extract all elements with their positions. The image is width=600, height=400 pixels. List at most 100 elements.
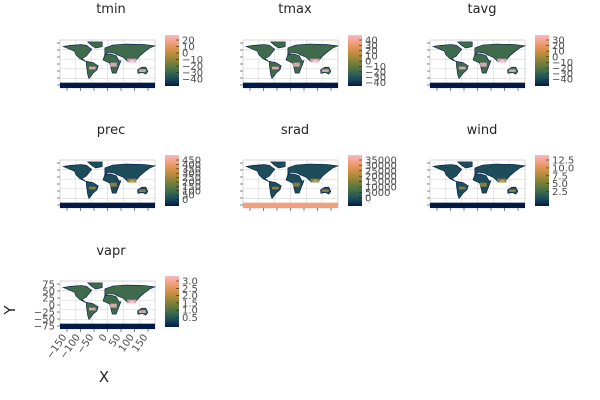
- colorbar-tick-label: −20: [552, 64, 573, 75]
- colorbar-tick-label: 400: [182, 160, 201, 171]
- colorbar-tick-label: 35000: [365, 156, 397, 167]
- panel-title-tavg: tavg: [467, 2, 496, 17]
- colorbar-tick-label: −20: [365, 67, 386, 78]
- land-mass: [269, 60, 282, 80]
- colorbar-tick-label: 10: [365, 51, 378, 62]
- heat-region: [322, 69, 329, 72]
- y-tick-label: 0: [49, 301, 55, 312]
- colorbar: [348, 35, 362, 86]
- heat-region: [310, 178, 320, 183]
- land-mass: [62, 164, 93, 183]
- land-mass: [86, 282, 103, 290]
- colorbar-tick-label: −20: [182, 62, 203, 73]
- colorbar-tick-label: 40: [365, 36, 378, 47]
- land-mass: [474, 163, 527, 183]
- colorbar-tick-label: 0: [365, 193, 371, 204]
- colorbar-tick-label: 50: [182, 191, 195, 202]
- land-mass: [269, 41, 286, 49]
- colorbar-tick-label: 20: [182, 36, 195, 47]
- heat-region: [509, 69, 516, 72]
- land-mass: [287, 163, 340, 183]
- colorbar-tick-label: 10.0: [552, 163, 574, 174]
- colorbar-tick-label: 2.5: [552, 187, 568, 198]
- x-tick-label: 150: [130, 332, 150, 354]
- colorbar: [535, 35, 549, 86]
- land-mass: [86, 161, 103, 169]
- heat-region: [293, 182, 300, 187]
- y-tick-label: 25: [42, 294, 55, 305]
- panel-wind: wind 12.510.07.55.02.5: [427, 123, 574, 211]
- colorbar-tick-label: 2.0: [182, 291, 198, 302]
- heat-region: [89, 66, 96, 70]
- panel-title-tmin: tmin: [96, 2, 126, 17]
- heat-region: [127, 299, 137, 304]
- antarctica-strip: [60, 202, 155, 208]
- heat-region: [480, 62, 487, 67]
- heat-region: [459, 66, 466, 70]
- heat-region: [139, 310, 146, 313]
- land-mass: [269, 161, 286, 169]
- heat-region: [480, 182, 487, 187]
- colorbar-tick-label: 10000: [365, 183, 397, 194]
- land-mass: [474, 43, 527, 63]
- heat-region: [497, 178, 507, 183]
- colorbar-tick-label: 3.0: [182, 277, 198, 288]
- colorbar-tick-label: 100: [182, 186, 201, 197]
- land-mass: [456, 180, 469, 200]
- colorbar-tick-label: 7.5: [552, 171, 568, 182]
- colorbar-tick-label: 0: [365, 57, 371, 68]
- land-mass: [86, 41, 103, 49]
- land-mass: [62, 44, 93, 63]
- land-mass: [245, 44, 276, 63]
- heat-region: [272, 66, 279, 70]
- colorbar-tick-label: −40: [365, 78, 386, 89]
- colorbar-tick-label: 0: [182, 195, 188, 206]
- land-mass: [104, 43, 157, 63]
- colorbar-tick-label: 20: [365, 46, 378, 57]
- colorbar: [348, 155, 362, 206]
- antarctica-strip: [60, 323, 155, 329]
- colorbar-tick-label: 1.0: [182, 306, 198, 317]
- colorbar-tick-label: 0: [552, 52, 558, 63]
- antarctica-strip: [430, 202, 525, 208]
- y-tick-label: 75: [42, 280, 55, 291]
- y-tick-label: −25: [34, 308, 55, 319]
- colorbar-tick-label: −10: [182, 55, 203, 66]
- colorbar-tick-label: −30: [552, 69, 573, 80]
- antarctica-strip: [60, 82, 155, 88]
- colorbar: [535, 155, 549, 206]
- land-mass: [104, 163, 157, 183]
- heat-region: [509, 189, 516, 192]
- colorbar-tick-label: 30: [365, 41, 378, 52]
- colorbar-tick-label: 30: [552, 36, 565, 47]
- x-tick-label: 0: [97, 332, 110, 344]
- heat-region: [139, 69, 146, 72]
- colorbar-tick-label: 450: [182, 156, 201, 167]
- colorbar-tick-label: 0.5: [182, 313, 198, 324]
- colorbar: [165, 155, 179, 206]
- panel-title-vapr: vapr: [96, 244, 126, 259]
- colorbar-tick-label: 25000: [365, 166, 397, 177]
- antarctica-strip: [430, 82, 525, 88]
- colorbar-tick-label: 1.5: [182, 298, 198, 309]
- colorbar-tick-label: 20000: [365, 172, 397, 183]
- y-tick-label: −75: [34, 322, 55, 333]
- heat-region: [293, 62, 300, 67]
- heat-region: [272, 186, 279, 190]
- colorbar-tick-label: −30: [365, 73, 386, 84]
- colorbar-tick-label: 10: [552, 47, 565, 58]
- heat-region: [127, 58, 137, 63]
- colorbar-tick-label: −30: [182, 68, 203, 79]
- colorbar-tick-label: 12.5: [552, 156, 574, 167]
- land-mass: [456, 41, 473, 49]
- land-mass: [86, 60, 99, 80]
- heat-region: [322, 189, 329, 192]
- colorbar-tick-label: 300: [182, 169, 201, 180]
- heat-region: [139, 189, 146, 192]
- land-mass: [456, 60, 469, 80]
- panel-vapr: vapr3.02.52.01.51.00.57550250−25−50−75−1…: [1, 244, 198, 386]
- y-tick-label: −50: [34, 315, 55, 326]
